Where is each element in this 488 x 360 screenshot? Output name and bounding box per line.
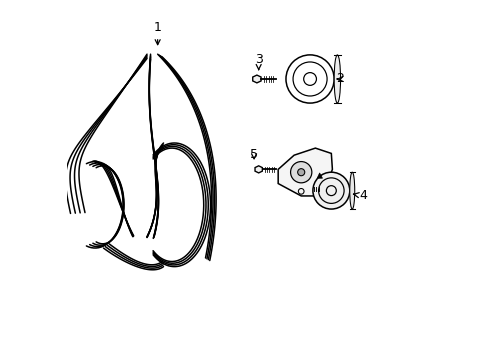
Text: 1: 1 [153,21,161,45]
Ellipse shape [333,55,340,103]
Circle shape [297,168,304,176]
Text: 4: 4 [353,189,366,202]
Circle shape [312,172,349,209]
Text: 3: 3 [254,53,262,69]
Text: 2: 2 [336,72,344,85]
Polygon shape [252,75,261,83]
Polygon shape [278,148,332,196]
Ellipse shape [349,172,354,209]
Polygon shape [255,166,262,173]
Polygon shape [317,173,322,178]
Text: 5: 5 [249,148,258,161]
Circle shape [290,162,311,183]
